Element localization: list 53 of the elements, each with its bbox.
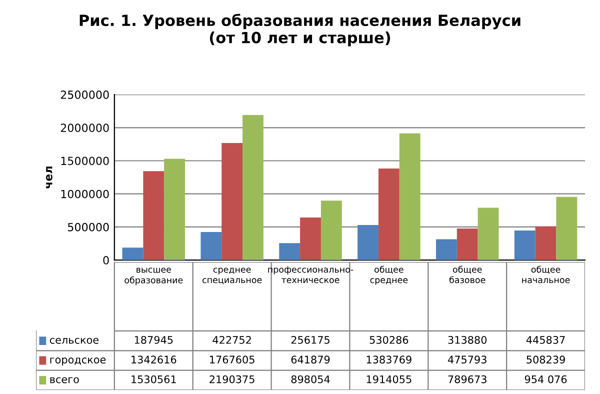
data-label: 1530561 [132, 375, 176, 384]
bar [222, 143, 243, 260]
x-tick-label: профессионально-техническое [268, 266, 354, 284]
data-label: 789673 [448, 375, 486, 384]
bar [514, 230, 536, 260]
bar [320, 200, 342, 260]
legend-label: городское [50, 358, 106, 366]
bar [399, 133, 420, 260]
data-label: 313880 [448, 336, 487, 344]
data-label: 1767605 [210, 356, 254, 364]
bar [456, 228, 478, 260]
legend-label: сельское [50, 338, 99, 344]
y-tick-label: 1000000 [61, 190, 109, 198]
bar [556, 196, 578, 260]
data-label: 508239 [526, 356, 565, 364]
bar [122, 248, 144, 260]
y-tick-label: 2500000 [60, 90, 109, 99]
data-label: 445837 [526, 336, 565, 344]
y-tick-label: 1500000 [61, 156, 109, 166]
bar [358, 224, 378, 260]
bar [300, 218, 321, 260]
x-tick-label: общее начальное [522, 266, 570, 284]
bar [164, 158, 186, 260]
chart-title: Рис. 1. Уровень образования населения Беларуси (от 10 лет и старше) [80, 14, 520, 46]
data-label: 530286 [370, 336, 408, 344]
data-label: 641879 [291, 356, 330, 364]
bar [200, 232, 222, 260]
data-label: 898054 [291, 375, 330, 384]
bar [436, 239, 457, 260]
legend-label: всего [50, 377, 79, 384]
data-label: 187945 [134, 336, 173, 344]
data-label: 1914055 [366, 375, 412, 384]
bar [535, 226, 556, 260]
data-label: 954 076 [524, 375, 567, 384]
y-tick-label: 0 [103, 256, 109, 264]
data-label: 475793 [448, 356, 486, 364]
x-tick-label: среднее специальное [202, 268, 262, 284]
x-tick-label: общее базовое [450, 266, 486, 284]
data-label: 1383769 [366, 356, 412, 364]
bar [143, 171, 164, 260]
x-tick-label: общее среднее [370, 266, 408, 285]
x-tick-label: высшее образование [124, 268, 183, 286]
data-label: 422752 [212, 336, 251, 344]
y-axis-title: чел [46, 166, 52, 188]
bar [242, 115, 264, 260]
y-tick-label: 500000 [68, 222, 109, 232]
y-tick-label: 2000000 [60, 124, 109, 132]
bar [279, 243, 300, 260]
bar [478, 208, 499, 260]
bar [378, 168, 400, 260]
data-label: 1342616 [132, 356, 176, 364]
data-label: 2190375 [210, 375, 254, 384]
data-label: 256175 [291, 336, 330, 344]
